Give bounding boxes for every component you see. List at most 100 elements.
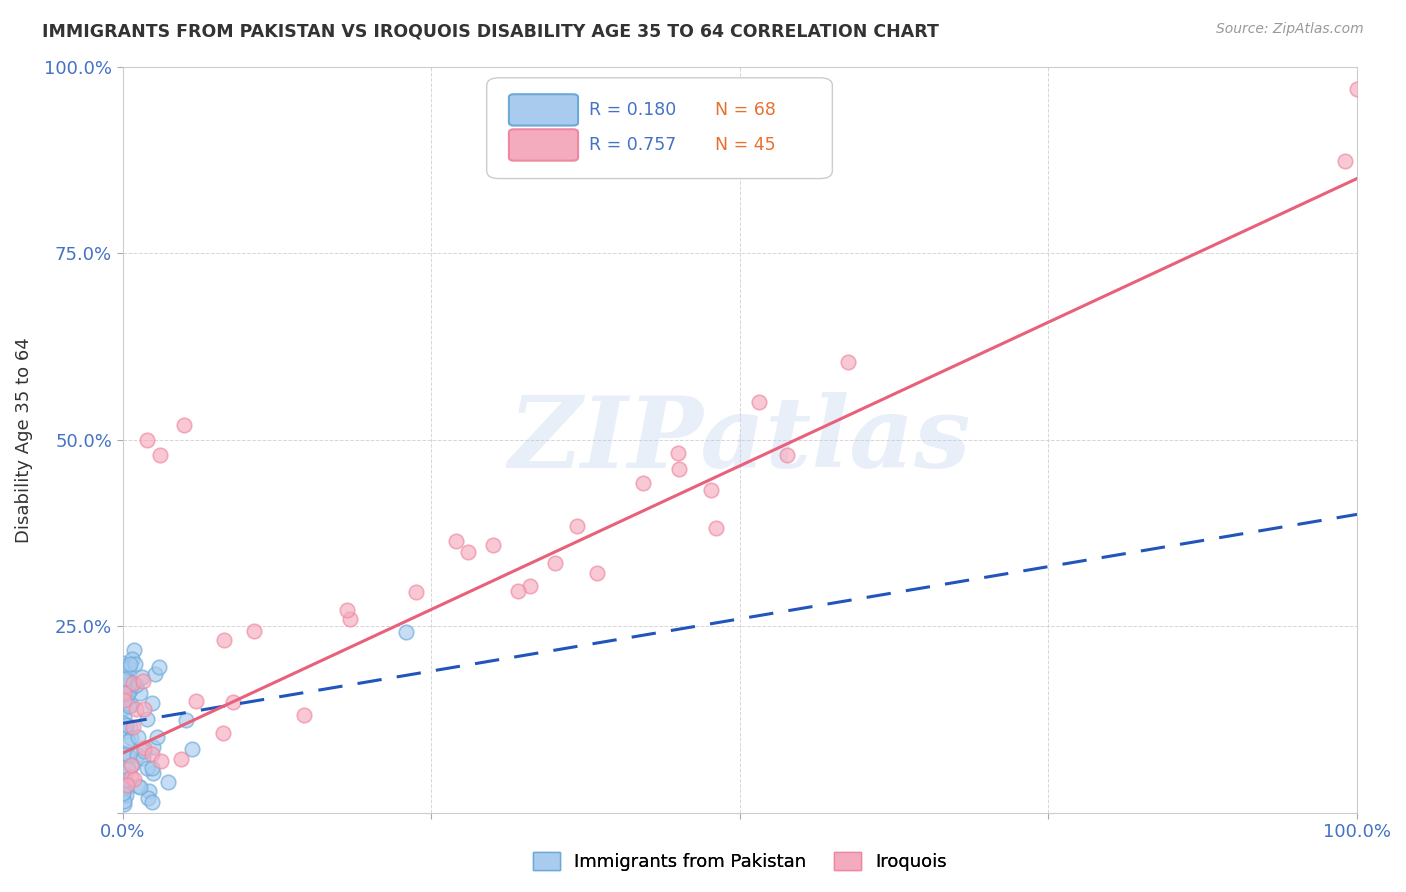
- Point: [127, 779, 149, 793]
- Point: [122, 676, 145, 690]
- Point: [120, 720, 142, 734]
- Point: [143, 667, 166, 681]
- Point: [129, 780, 152, 794]
- Point: [127, 730, 149, 744]
- Point: [141, 761, 163, 775]
- Point: [212, 726, 235, 740]
- Point: [118, 698, 141, 713]
- Point: [121, 758, 143, 772]
- Point: [112, 797, 135, 812]
- Point: [148, 660, 170, 674]
- Point: [1333, 154, 1355, 169]
- Point: [141, 747, 163, 761]
- Point: [118, 661, 141, 675]
- Point: [506, 583, 529, 598]
- Point: [132, 751, 155, 765]
- Point: [111, 787, 134, 801]
- Point: [138, 784, 160, 798]
- Point: [221, 695, 243, 709]
- Point: [112, 656, 135, 670]
- Point: [120, 676, 142, 690]
- Point: [114, 672, 136, 686]
- Point: [482, 538, 505, 552]
- Point: [114, 718, 136, 732]
- Point: [114, 683, 136, 698]
- Point: [118, 677, 141, 691]
- Point: [112, 671, 135, 685]
- Point: [114, 724, 136, 739]
- Point: [668, 462, 690, 476]
- Point: [157, 775, 180, 789]
- Point: [124, 657, 146, 672]
- Point: [747, 395, 769, 409]
- Text: N = 45: N = 45: [716, 136, 776, 154]
- Point: [148, 448, 170, 462]
- Point: [519, 579, 541, 593]
- Point: [120, 731, 142, 745]
- Point: [117, 762, 139, 776]
- Point: [666, 446, 689, 460]
- Point: [132, 744, 155, 758]
- Point: [174, 713, 197, 727]
- Text: R = 0.180: R = 0.180: [589, 101, 676, 119]
- Point: [125, 678, 148, 692]
- Point: [117, 747, 139, 761]
- Point: [112, 747, 135, 761]
- Point: [700, 483, 723, 498]
- Point: [136, 433, 159, 447]
- Point: [125, 747, 148, 762]
- Point: [173, 417, 195, 432]
- Point: [704, 521, 727, 535]
- Point: [117, 778, 139, 792]
- Point: [111, 786, 134, 800]
- Point: [114, 772, 136, 787]
- Point: [121, 720, 143, 734]
- Point: [242, 624, 264, 638]
- Point: [129, 686, 152, 700]
- Point: [565, 519, 588, 533]
- Point: [586, 566, 609, 580]
- Point: [180, 742, 202, 756]
- Point: [212, 633, 235, 648]
- Text: ZIPatlas: ZIPatlas: [509, 392, 972, 488]
- Point: [775, 448, 797, 462]
- Point: [120, 683, 142, 698]
- Point: [150, 754, 173, 768]
- Point: [117, 686, 139, 700]
- Point: [132, 740, 155, 755]
- Point: [1346, 82, 1368, 96]
- Point: [132, 702, 155, 716]
- Point: [122, 642, 145, 657]
- Point: [111, 716, 134, 731]
- Point: [141, 795, 163, 809]
- FancyBboxPatch shape: [486, 78, 832, 178]
- Point: [120, 698, 142, 712]
- Point: [132, 674, 155, 689]
- Point: [170, 752, 193, 766]
- Text: IMMIGRANTS FROM PAKISTAN VS IROQUOIS DISABILITY AGE 35 TO 64 CORRELATION CHART: IMMIGRANTS FROM PAKISTAN VS IROQUOIS DIS…: [42, 22, 939, 40]
- Point: [114, 663, 136, 677]
- Point: [115, 780, 138, 794]
- Point: [336, 602, 359, 616]
- Text: Source: ZipAtlas.com: Source: ZipAtlas.com: [1216, 22, 1364, 37]
- Text: N = 68: N = 68: [716, 101, 776, 119]
- FancyBboxPatch shape: [509, 95, 578, 126]
- Point: [543, 556, 565, 570]
- Point: [117, 733, 139, 747]
- Point: [631, 475, 654, 490]
- Point: [112, 700, 135, 714]
- Point: [444, 533, 467, 548]
- Point: [131, 670, 153, 684]
- Point: [114, 710, 136, 724]
- Point: [122, 772, 145, 787]
- Point: [142, 739, 165, 754]
- FancyBboxPatch shape: [509, 129, 578, 161]
- Point: [141, 696, 163, 710]
- Point: [405, 585, 427, 599]
- Point: [112, 659, 135, 673]
- Point: [142, 766, 165, 780]
- Point: [837, 354, 859, 368]
- Point: [112, 794, 135, 808]
- Legend: Immigrants from Pakistan, Iroquois: Immigrants from Pakistan, Iroquois: [533, 852, 946, 871]
- Point: [292, 707, 315, 722]
